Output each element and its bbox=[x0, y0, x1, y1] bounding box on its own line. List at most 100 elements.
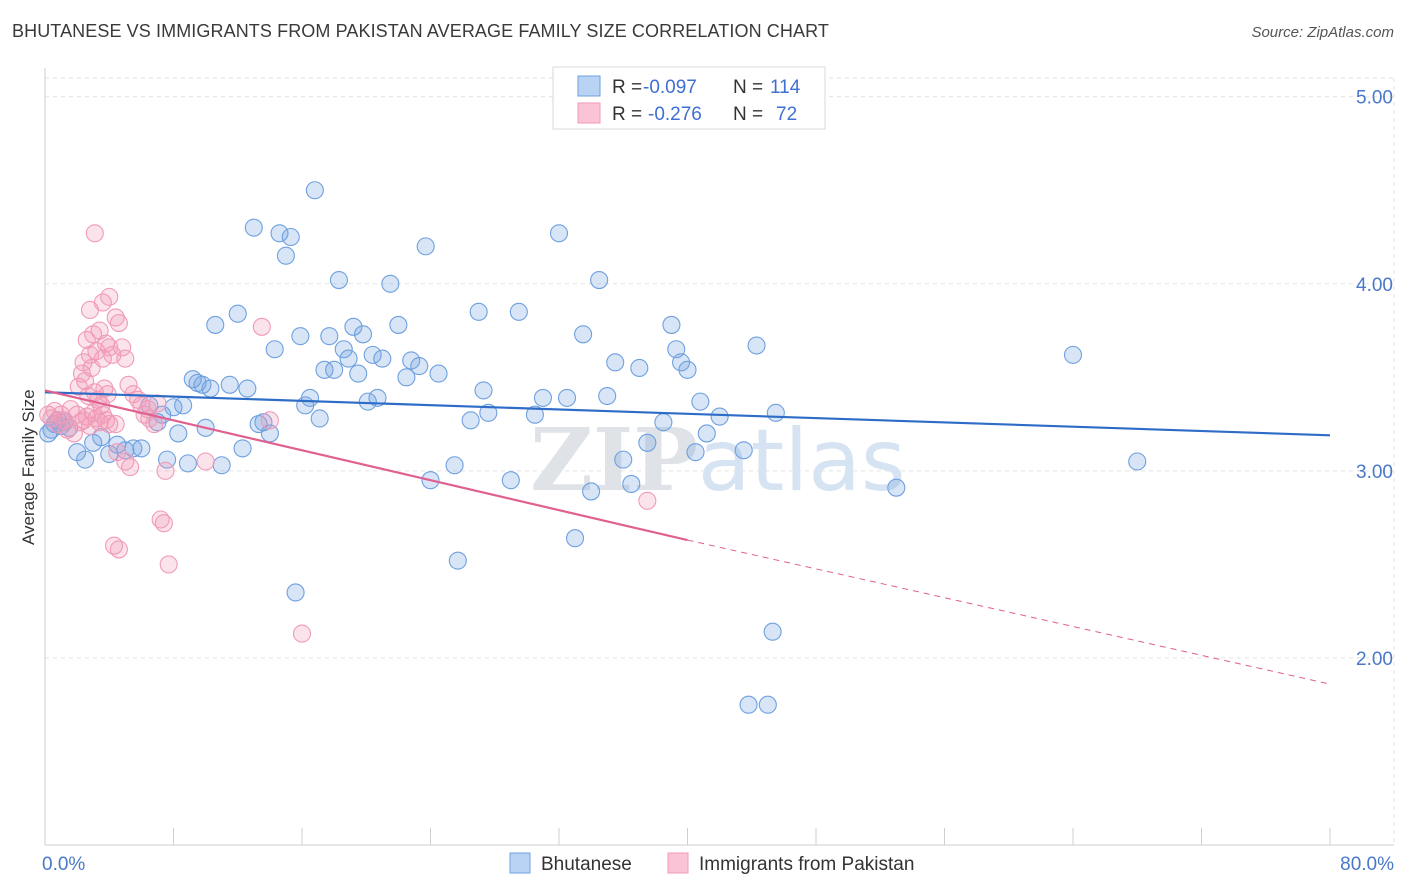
point-bhutanese-104 bbox=[758, 695, 777, 714]
point-bhutanese-78 bbox=[525, 405, 544, 424]
point-pakistan-58 bbox=[121, 458, 140, 477]
point-bhutanese-91 bbox=[638, 433, 657, 452]
point-pakistan-57 bbox=[116, 452, 135, 471]
point-bhutanese-69 bbox=[429, 364, 448, 383]
point-bhutanese-55 bbox=[344, 317, 363, 336]
watermark-zip: ZIP bbox=[530, 410, 698, 511]
point-pakistan-42 bbox=[100, 287, 119, 306]
point-bhutanese-87 bbox=[606, 353, 625, 372]
point-bhutanese-34 bbox=[238, 379, 257, 398]
point-bhutanese-79 bbox=[533, 388, 552, 407]
point-bhutanese-74 bbox=[474, 381, 493, 400]
trend-line-0 bbox=[44, 391, 1331, 437]
y-tick-label-0: 2.00 bbox=[1356, 649, 1393, 670]
point-bhutanese-35 bbox=[244, 218, 263, 237]
point-bhutanese-99 bbox=[697, 424, 716, 443]
point-bhutanese-108 bbox=[1063, 345, 1083, 364]
legend-swatch-pakistan-bottom bbox=[667, 852, 689, 874]
legend-n-value-1: 114 bbox=[770, 77, 801, 98]
y-tick-labels: 2.00 3.00 4.00 5.00 bbox=[1356, 88, 1393, 670]
point-bhutanese-96 bbox=[678, 360, 697, 379]
y-tick-label-1: 3.00 bbox=[1356, 462, 1393, 483]
point-bhutanese-81 bbox=[557, 388, 577, 407]
point-bhutanese-8 bbox=[76, 450, 95, 469]
point-bhutanese-46 bbox=[300, 388, 320, 407]
point-bhutanese-62 bbox=[381, 274, 400, 293]
point-pakistan-46 bbox=[119, 375, 138, 394]
point-bhutanese-76 bbox=[501, 471, 520, 490]
point-bhutanese-82 bbox=[566, 529, 585, 548]
point-bhutanese-71 bbox=[448, 551, 467, 570]
y-axis-title: Average Family Size bbox=[19, 389, 38, 545]
point-bhutanese-44 bbox=[291, 327, 310, 346]
point-pakistan-19 bbox=[100, 415, 119, 434]
point-bhutanese-70 bbox=[445, 456, 464, 475]
point-bhutanese-32 bbox=[228, 304, 247, 323]
point-bhutanese-29 bbox=[206, 315, 225, 334]
point-bhutanese-39 bbox=[265, 340, 284, 359]
point-pakistan-30 bbox=[74, 353, 93, 372]
point-bhutanese-72 bbox=[461, 411, 480, 430]
point-bhutanese-85 bbox=[590, 270, 609, 290]
x-tick-label-1: 80.0% bbox=[1340, 854, 1394, 875]
trend-line-1 bbox=[44, 389, 688, 542]
legend-r-label-1: R = bbox=[612, 77, 642, 98]
point-bhutanese-30 bbox=[212, 456, 231, 475]
legend-n-label-2: N = bbox=[733, 104, 763, 125]
point-pakistan-61 bbox=[154, 514, 173, 533]
point-bhutanese-98 bbox=[691, 392, 710, 411]
point-bhutanese-86 bbox=[598, 386, 617, 406]
point-bhutanese-37 bbox=[254, 413, 273, 432]
point-bhutanese-103 bbox=[747, 336, 766, 355]
point-pakistan-44 bbox=[113, 338, 132, 357]
point-pakistan-70 bbox=[638, 491, 657, 510]
point-bhutanese-90 bbox=[630, 358, 649, 378]
point-bhutanese-59 bbox=[363, 345, 382, 364]
point-pakistan-62 bbox=[156, 461, 175, 480]
watermark: ZIPatlas bbox=[530, 410, 906, 511]
series-bhutanese-points bbox=[39, 181, 1147, 714]
point-bhutanese-52 bbox=[329, 270, 348, 290]
trend-line-ext-1 bbox=[687, 539, 1331, 685]
point-bhutanese-106 bbox=[766, 403, 785, 422]
point-bhutanese-56 bbox=[349, 364, 368, 383]
point-bhutanese-31 bbox=[220, 375, 239, 394]
point-bhutanese-42 bbox=[281, 227, 300, 247]
point-pakistan-33 bbox=[93, 349, 112, 368]
point-bhutanese-105 bbox=[763, 622, 782, 641]
point-bhutanese-57 bbox=[353, 325, 373, 344]
chart-source: Source: ZipAtlas.com bbox=[1251, 24, 1394, 41]
point-bhutanese-51 bbox=[325, 360, 344, 379]
point-pakistan-55 bbox=[109, 314, 128, 333]
legend-n-value-2: 72 bbox=[776, 104, 797, 125]
point-bhutanese-63 bbox=[389, 315, 408, 334]
point-bhutanese-23 bbox=[178, 454, 198, 473]
legend-label-pakistan: Immigrants from Pakistan bbox=[699, 854, 914, 875]
point-pakistan-67 bbox=[196, 452, 215, 471]
correlation-legend: R = -0.097 N = 114 R = -0.276 N = 72 bbox=[552, 66, 826, 130]
point-bhutanese-48 bbox=[310, 409, 329, 428]
point-bhutanese-53 bbox=[334, 340, 353, 359]
point-bhutanese-40 bbox=[270, 224, 289, 243]
legend-swatch-bhutanese-bottom bbox=[509, 852, 531, 874]
point-bhutanese-109 bbox=[1128, 452, 1147, 471]
legend-r-value-1: -0.097 bbox=[643, 77, 697, 98]
point-pakistan-66 bbox=[292, 624, 312, 643]
point-bhutanese-88 bbox=[614, 450, 633, 469]
point-bhutanese-49 bbox=[315, 360, 334, 379]
y-tick-label-2: 4.00 bbox=[1356, 275, 1393, 296]
point-bhutanese-95 bbox=[672, 353, 691, 372]
point-bhutanese-80 bbox=[549, 224, 569, 243]
legend-r-label-2: R = bbox=[612, 104, 642, 125]
legend-swatch-bhutanese bbox=[577, 75, 601, 97]
point-bhutanese-92 bbox=[654, 413, 673, 432]
point-bhutanese-77 bbox=[509, 302, 528, 321]
legend-n-label-1: N = bbox=[733, 77, 763, 98]
point-bhutanese-50 bbox=[320, 327, 339, 346]
point-bhutanese-60 bbox=[368, 388, 387, 407]
point-bhutanese-19 bbox=[158, 450, 177, 469]
point-bhutanese-67 bbox=[416, 237, 435, 256]
watermark-atlas: atlas bbox=[698, 411, 906, 511]
point-pakistan-43 bbox=[106, 308, 125, 327]
point-bhutanese-107 bbox=[887, 478, 906, 497]
